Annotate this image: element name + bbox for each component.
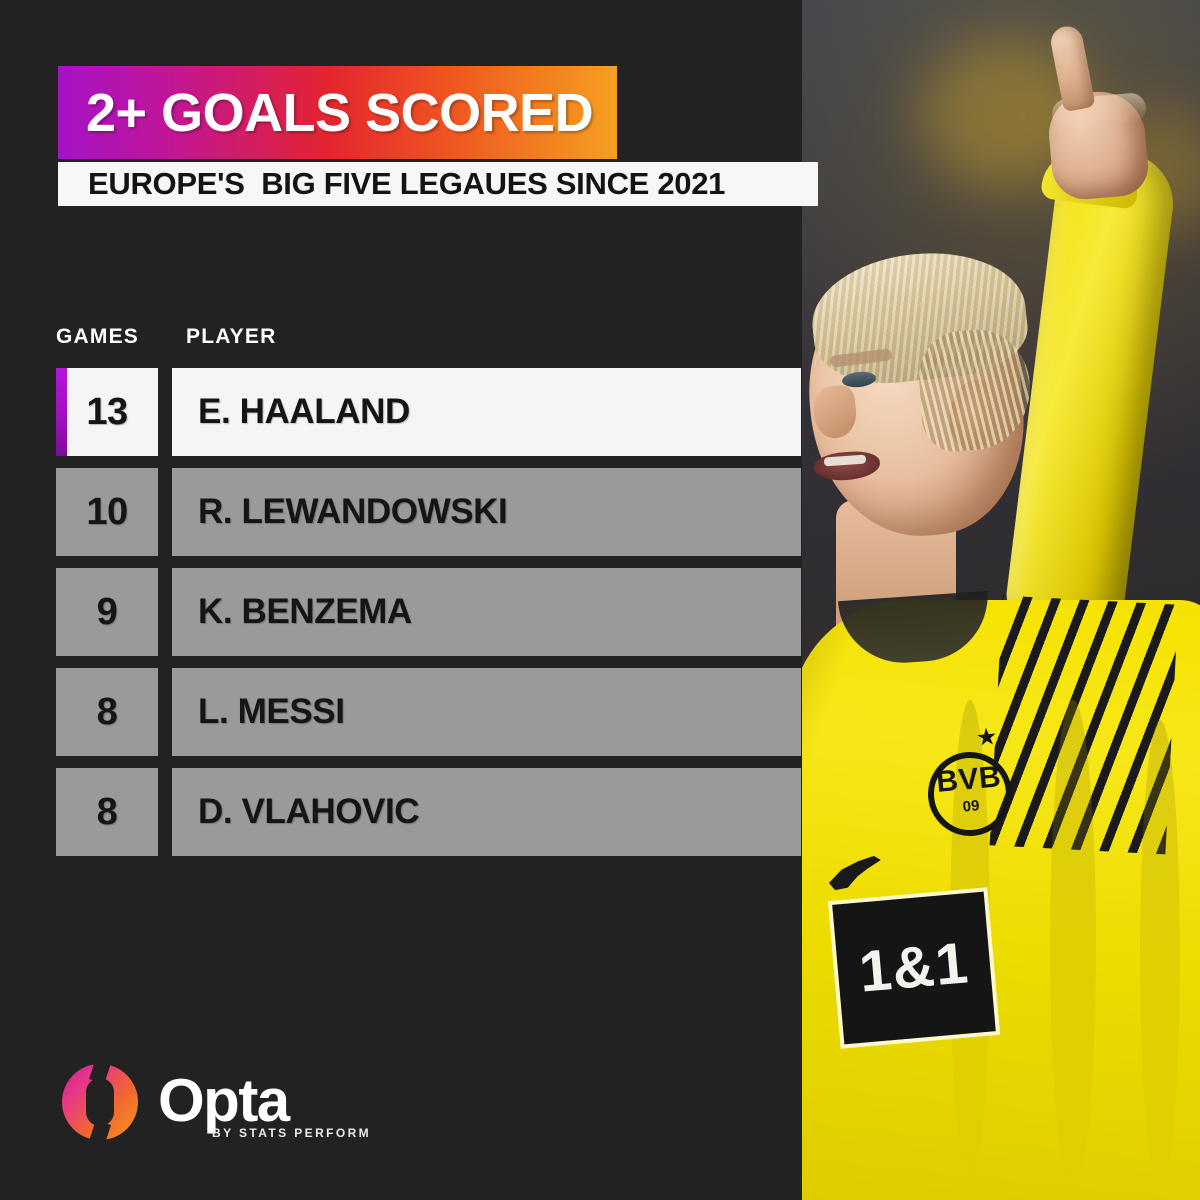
fabric-fold (1050, 700, 1096, 1190)
games-cell: 8 (56, 768, 158, 856)
table-row[interactable]: 10 R. LEWANDOWSKI (56, 468, 801, 556)
games-cell: 9 (56, 568, 158, 656)
games-value: 8 (96, 690, 118, 733)
table-row[interactable]: 9 K. BENZEMA (56, 568, 801, 656)
table-row[interactable]: 8 L. MESSI (56, 668, 801, 756)
player-table: 13 E. HAALAND 10 R. LEWANDOWSKI 9 K. BEN… (56, 368, 801, 868)
opta-tagline: BY STATS PERFORM (212, 1126, 372, 1140)
games-value: 13 (86, 390, 128, 433)
page-title: 2+ GOALS SCORED (86, 82, 594, 143)
opta-logo: Opta BY STATS PERFORM (62, 1058, 382, 1154)
games-cell: 8 (56, 668, 158, 756)
player-cell: L. MESSI (172, 668, 801, 756)
sponsor-patch: 1&1 (832, 891, 996, 1045)
table-header: GAMES PLAYER (56, 325, 796, 355)
sponsor-text: 1&1 (856, 930, 972, 1005)
player-name: L. MESSI (198, 692, 345, 731)
games-value: 10 (86, 490, 128, 533)
player-cell: E. HAALAND (172, 368, 801, 456)
opta-inner (86, 1078, 114, 1126)
leader-accent-bar (56, 368, 67, 456)
player-cell: K. BENZEMA (172, 568, 801, 656)
player-name: E. HAALAND (198, 392, 410, 431)
column-header-games: GAMES (56, 325, 140, 348)
jersey-star-icon: ★ (974, 723, 999, 752)
games-cell: 13 (56, 368, 158, 456)
player-name: K. BENZEMA (198, 592, 412, 631)
games-value: 9 (96, 590, 118, 633)
games-value: 8 (96, 790, 118, 833)
title-banner: 2+ GOALS SCORED (58, 66, 617, 159)
player-name: D. VLAHOVIC (198, 792, 420, 831)
player-photo: ★ BVB 09 1&1 (800, 0, 1200, 1200)
column-header-player: PLAYER (186, 325, 277, 348)
table-row[interactable]: 13 E. HAALAND (56, 368, 801, 456)
fabric-fold (1140, 720, 1180, 1190)
player-cell: D. VLAHOVIC (172, 768, 801, 856)
opta-wordmark: Opta (158, 1067, 290, 1134)
games-cell: 10 (56, 468, 158, 556)
subtitle-banner: EUROPE'S BIG FIVE LEGAUES SINCE 2021 (58, 162, 818, 206)
player-name: R. LEWANDOWSKI (198, 492, 508, 531)
table-row[interactable]: 8 D. VLAHOVIC (56, 768, 801, 856)
page-subtitle: EUROPE'S BIG FIVE LEGAUES SINCE 2021 (88, 166, 726, 201)
player-cell: R. LEWANDOWSKI (172, 468, 801, 556)
opta-mark-icon (62, 1058, 138, 1146)
